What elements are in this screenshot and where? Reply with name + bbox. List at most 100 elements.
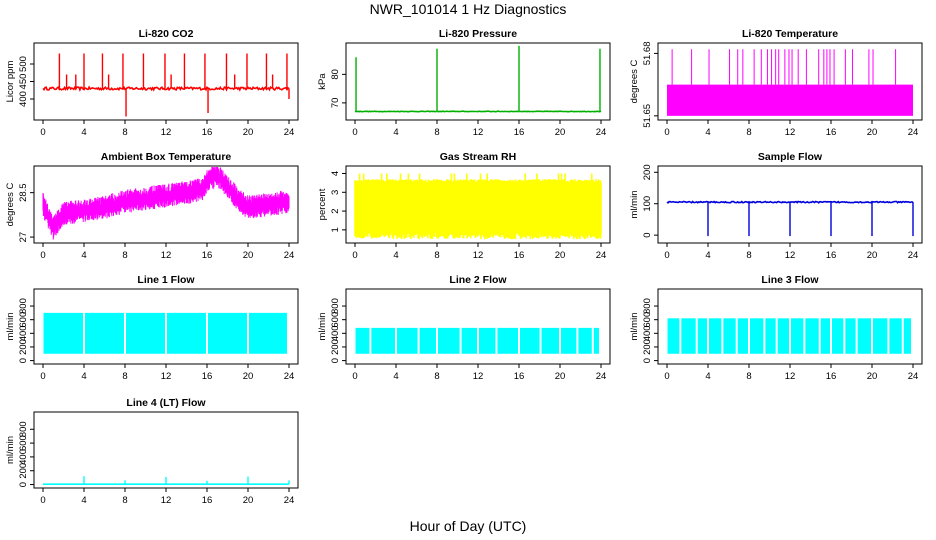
y-tick-label: 0 (330, 358, 341, 363)
panel-title: Li-820 Pressure (439, 28, 517, 40)
chart-panel: Line 2 Flow ml/min 0 4 8 12 16 20 24 0 20040060080… (317, 274, 611, 382)
y-axis-label: ml/min (317, 313, 328, 341)
chart-panel: Li-820 Temperature degrees C 0 4 8 12 16 20 24 51… (629, 28, 923, 138)
flow-block (479, 327, 496, 354)
y-tick-label: 0 (642, 232, 653, 237)
x-tick-label: 0 (352, 127, 357, 138)
x-tick-label: 24 (284, 495, 295, 506)
y-tick-label: 450 (18, 74, 29, 90)
flow-block (520, 327, 540, 354)
flow-block (709, 318, 722, 354)
y-tick-label: 2 (330, 208, 341, 213)
y-tick-label: 800 (18, 421, 29, 437)
flow-block (371, 327, 395, 354)
flow-block (845, 318, 856, 354)
x-tick-label: 0 (40, 371, 45, 382)
chart-panel: Line 4 (LT) Flow ml/min 0 4 8 12 16 20 24 0 200400… (5, 397, 299, 506)
y-tick-label: 200 (642, 164, 653, 180)
flow-block (857, 318, 871, 354)
x-tick-label: 24 (908, 127, 919, 138)
x-tick-label: 0 (664, 250, 669, 261)
y-tick-label: 400 (330, 325, 341, 341)
x-tick-label: 16 (202, 495, 213, 506)
y-axis-label: degrees C (5, 182, 16, 226)
x-tick-label: 0 (40, 127, 45, 138)
x-tick-label: 16 (826, 250, 837, 261)
x-tick-label: 16 (826, 127, 837, 138)
flow-block (873, 318, 888, 354)
flow-block (593, 327, 599, 354)
x-tick-label: 4 (705, 371, 710, 382)
y-tick-label: 200 (642, 339, 653, 355)
flow-block (791, 318, 804, 354)
y-tick-label: 100 (642, 196, 653, 212)
x-tick-label: 4 (81, 127, 86, 138)
x-tick-label: 4 (393, 127, 398, 138)
x-tick-label: 8 (122, 127, 127, 138)
temperature-band (667, 84, 913, 116)
x-tick-label: 24 (596, 127, 607, 138)
flow-block (737, 318, 748, 354)
flow-block (805, 318, 819, 354)
baseline-trace (354, 110, 602, 113)
rh-trace (354, 173, 602, 240)
temperature-trace (42, 167, 290, 240)
x-tick-label: 12 (785, 371, 796, 382)
x-tick-label: 20 (555, 371, 566, 382)
flow-block (43, 312, 83, 354)
series-2 (667, 49, 913, 116)
x-tick-label: 12 (473, 250, 484, 261)
flow-block (126, 312, 165, 354)
panel-title: Line 3 Flow (761, 274, 819, 286)
x-tick-label: 20 (867, 371, 878, 382)
x-tick-label: 24 (908, 371, 919, 382)
y-tick-label: 400 (18, 449, 29, 465)
x-tick-label: 8 (122, 250, 127, 261)
y-tick-label: 200 (330, 339, 341, 355)
y-tick-label: 800 (330, 298, 341, 314)
x-tick-label: 16 (202, 371, 213, 382)
chart-panel: Ambient Box Temperature degrees C 0 4 8 12 16 2… (5, 151, 299, 261)
y-tick-label: 600 (330, 312, 341, 328)
flow-block (578, 327, 592, 354)
flow-block (681, 318, 696, 354)
figure-title: NWR_101014 1 Hz Diagnostics (370, 1, 567, 17)
x-tick-label: 12 (161, 127, 172, 138)
panel-title: Line 1 Flow (137, 274, 195, 286)
x-tick-label: 8 (122, 495, 127, 506)
flow-block (497, 327, 518, 354)
flow-block (889, 318, 902, 354)
figure-xlabel: Hour of Day (UTC) (410, 518, 527, 534)
y-tick-label: 200 (18, 339, 29, 355)
x-tick-label: 24 (908, 250, 919, 261)
x-tick-label: 16 (514, 250, 525, 261)
plot-frame (345, 42, 611, 121)
x-tick-label: 8 (746, 127, 751, 138)
x-tick-label: 12 (473, 127, 484, 138)
y-axis-label: ml/min (629, 191, 640, 219)
y-axis-label: Licor ppm (5, 61, 16, 103)
flow-block (667, 318, 680, 354)
y-tick-label: 600 (642, 312, 653, 328)
y-tick-label: 400 (18, 325, 29, 341)
flow-block (832, 318, 844, 354)
x-tick-label: 20 (555, 250, 566, 261)
flow-block (765, 318, 776, 354)
flow-block (461, 327, 477, 354)
panel-title: Line 2 Flow (449, 274, 507, 286)
y-tick-label: 51.68 (642, 42, 653, 66)
y-tick-label: 1 (330, 227, 341, 232)
x-tick-label: 24 (596, 371, 607, 382)
x-tick-label: 0 (664, 371, 669, 382)
flow-block (561, 327, 577, 354)
x-tick-label: 20 (243, 250, 254, 261)
panel-title: Line 4 (LT) Flow (126, 397, 206, 409)
series-3 (42, 167, 290, 240)
panel-title: Ambient Box Temperature (101, 151, 232, 163)
x-tick-label: 8 (746, 371, 751, 382)
x-tick-label: 20 (243, 127, 254, 138)
